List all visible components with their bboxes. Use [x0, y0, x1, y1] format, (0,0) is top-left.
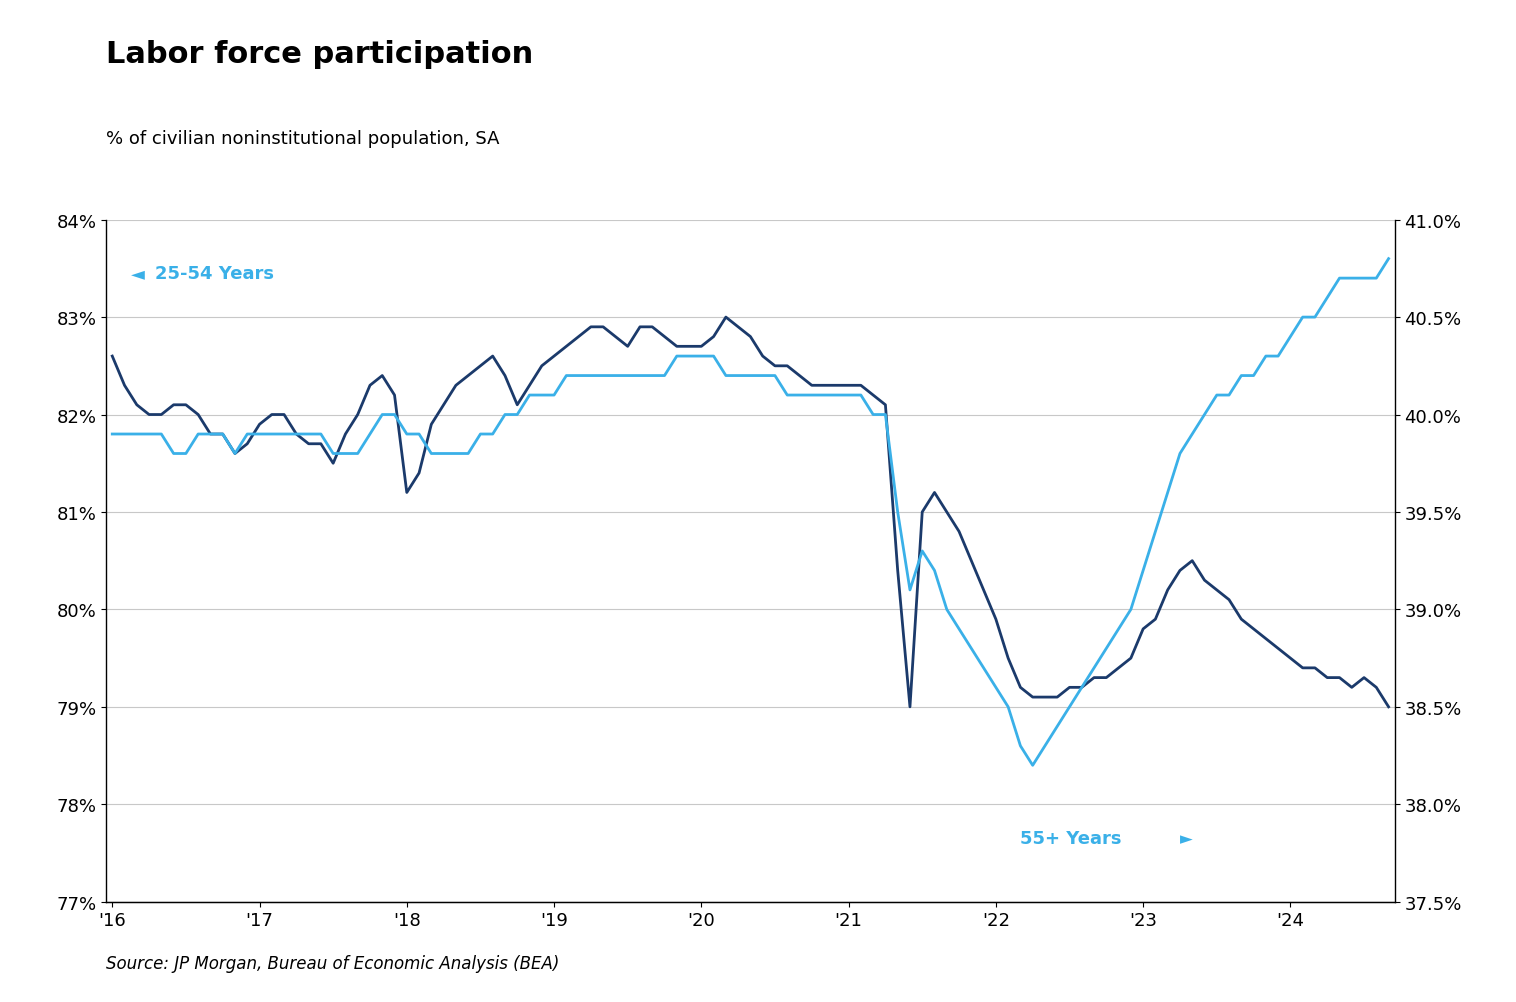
Text: 55+ Years: 55+ Years: [1020, 830, 1122, 848]
Text: ◄: ◄: [130, 265, 144, 283]
Text: Labor force participation: Labor force participation: [106, 40, 534, 69]
Text: % of civilian noninstitutional population, SA: % of civilian noninstitutional populatio…: [106, 130, 500, 148]
Text: Source: JP Morgan, Bureau of Economic Analysis (BEA): Source: JP Morgan, Bureau of Economic An…: [106, 954, 559, 972]
Text: 25-54 Years: 25-54 Years: [155, 265, 274, 283]
Text: ►: ►: [1179, 830, 1193, 848]
